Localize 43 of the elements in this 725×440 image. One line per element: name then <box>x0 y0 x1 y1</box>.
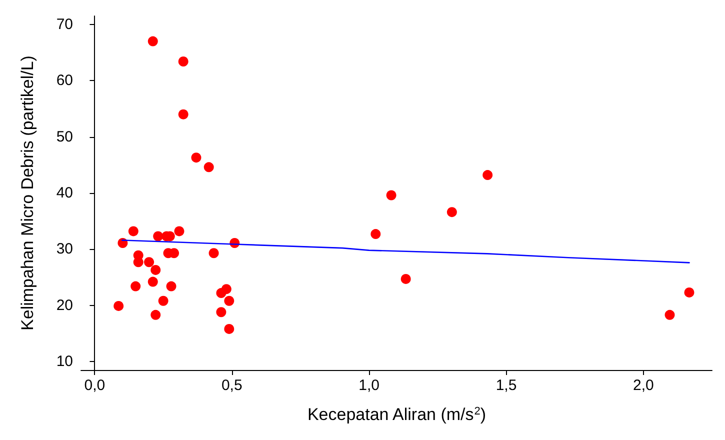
y-tick-label: 10 <box>56 353 73 370</box>
point <box>178 109 188 120</box>
point <box>664 310 675 320</box>
point <box>128 226 138 236</box>
point <box>133 257 144 268</box>
point <box>204 162 214 172</box>
point <box>482 170 493 180</box>
point <box>400 274 411 284</box>
y-tick-label: 30 <box>56 240 73 258</box>
point <box>166 281 176 292</box>
x-tick-label: 0,0 <box>84 377 106 394</box>
point <box>216 288 226 298</box>
point <box>208 248 219 258</box>
point <box>446 207 457 218</box>
y-axis-title: Kelimpahan Micro Debris (partikel/L) <box>18 56 37 330</box>
x-tick-label: 1,5 <box>496 377 517 394</box>
point <box>150 264 161 275</box>
x-tick-label: 0,5 <box>221 377 242 394</box>
y-tick-label: 40 <box>56 184 73 202</box>
point <box>216 307 226 318</box>
point <box>150 310 161 320</box>
point <box>684 287 694 298</box>
point <box>148 36 158 46</box>
y-tick-label: 50 <box>56 128 73 146</box>
y-tick-label: 20 <box>56 296 73 314</box>
y-tick-label: 60 <box>56 72 73 90</box>
x-tick-label: 1,0 <box>358 377 380 394</box>
point <box>224 324 234 334</box>
point <box>174 226 184 236</box>
point <box>191 152 202 163</box>
point <box>148 276 158 287</box>
point <box>370 229 381 240</box>
point <box>178 56 188 67</box>
point <box>144 257 154 268</box>
point <box>118 238 128 248</box>
point <box>153 231 164 242</box>
x-tick-label: 2,0 <box>632 377 654 394</box>
point <box>386 190 396 200</box>
point <box>114 300 124 311</box>
point <box>158 296 168 306</box>
y-tick-label: 70 <box>56 16 73 33</box>
point <box>130 281 141 292</box>
point <box>224 296 234 306</box>
